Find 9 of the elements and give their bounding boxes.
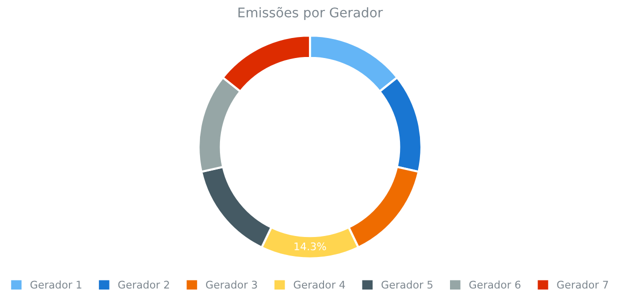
- legend-label: Gerador 4: [294, 280, 345, 289]
- chart-title: Emissões por Gerador: [238, 7, 383, 20]
- legend-label: Gerador 7: [557, 280, 608, 289]
- legend-label: Gerador 3: [206, 280, 257, 289]
- legend-label: Gerador 5: [382, 280, 432, 289]
- legend-label: Gerador 2: [118, 280, 169, 289]
- legend-label: Gerador 1: [30, 280, 82, 289]
- data-label: 14.3%: [294, 242, 326, 250]
- legend-label: Gerador 6: [469, 280, 520, 289]
